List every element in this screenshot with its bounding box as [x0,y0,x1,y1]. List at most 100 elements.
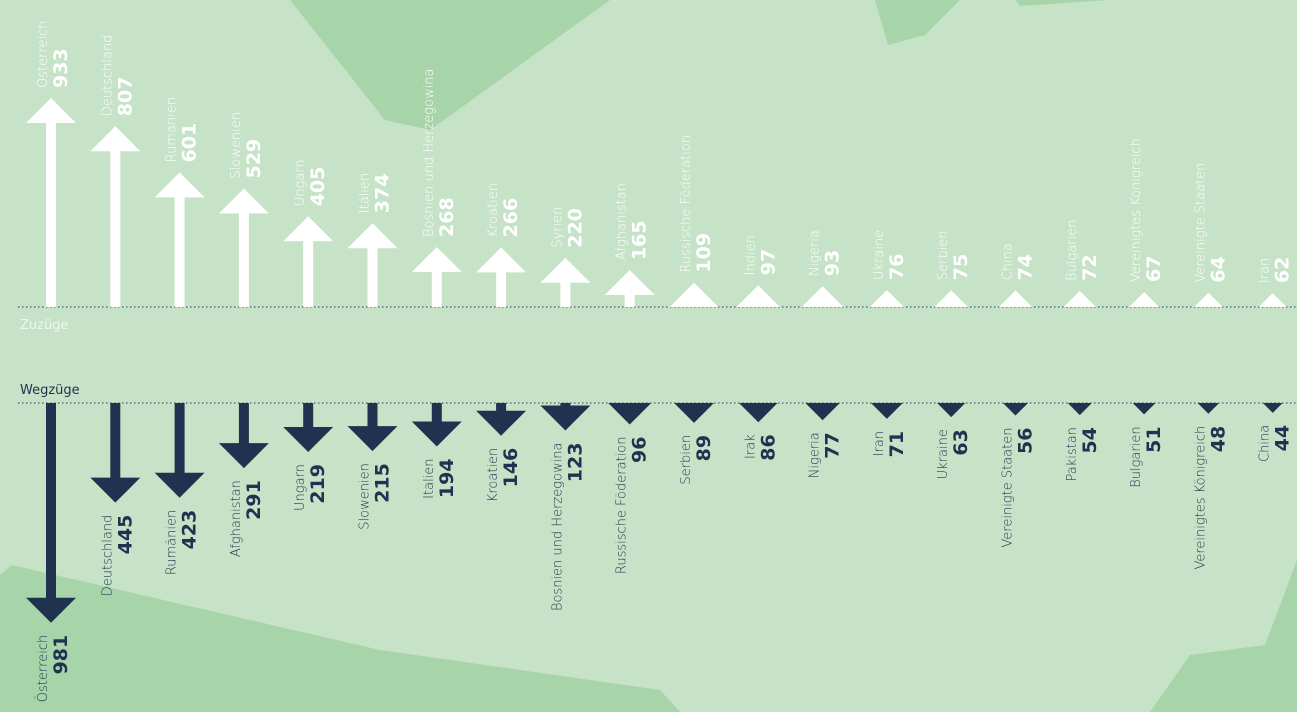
value-label: 194 [436,458,458,498]
value-label: 76 [886,254,908,280]
arrow [347,403,398,452]
series-label: Zuzüge [20,318,68,333]
category-label: Russische Föderation [615,437,630,575]
value-label: 445 [114,515,136,555]
value-label: 64 [1207,256,1229,282]
arrow [870,403,903,419]
value-label: 266 [500,198,522,238]
arrow [26,98,76,307]
arrow [411,246,462,307]
category-label: Bulgarien [1065,220,1080,281]
arrow [805,403,840,421]
arrow [218,403,269,469]
series-label: Wegzüge [20,383,80,398]
value-label: 51 [1143,426,1165,452]
category-label: Rumänien [165,510,180,575]
category-label: Slowenien [358,463,373,530]
category-label: Afghanistan [615,183,630,260]
arrow [411,403,462,447]
arrow [1129,291,1160,307]
category-label: Ukraine [936,429,951,479]
value-label: 109 [693,233,715,273]
arrow [1067,403,1092,416]
arrow [283,403,334,453]
arrow [1197,403,1220,414]
category-label: Russische Föderation [679,135,694,273]
category-label: Serbien [936,230,951,280]
category-label: Rumänien [165,97,180,162]
land [875,0,960,45]
category-label: Irak [743,434,758,459]
arrow [218,188,269,307]
land [290,0,610,130]
arrow [26,403,76,623]
arrow [674,403,714,423]
arrow [604,270,655,307]
value-label: 72 [1079,254,1101,280]
arrow [937,403,966,418]
category-label: Iran [1258,258,1273,283]
land [1150,560,1297,712]
value-label: 56 [1015,428,1037,454]
category-label: Afghanistan [229,480,244,557]
category-label: Vereinigte Staaten [1193,163,1208,283]
category-label: Kroatien [486,448,501,502]
category-label: Vereinigte Staaten [1001,428,1016,548]
value-label: 74 [1015,254,1037,280]
value-label: 807 [114,77,136,117]
category-label: Österreich [35,635,51,703]
arrow [90,126,141,307]
arrow [347,223,398,307]
value-label: 220 [564,208,586,248]
value-label: 981 [50,635,72,675]
arrow [1002,403,1029,416]
arrow [669,282,719,307]
value-label: 62 [1272,257,1294,283]
value-label: 215 [372,463,394,503]
value-label: 423 [179,510,201,550]
value-label: 71 [886,431,908,457]
arrow [869,289,904,307]
value-label: 529 [243,139,265,179]
value-label: 165 [629,220,651,260]
value-label: 75 [950,254,972,280]
value-label: 63 [950,429,972,455]
arrow [1258,293,1287,307]
value-label: 268 [436,197,458,237]
category-label: China [1258,425,1273,462]
arrow [1132,403,1156,415]
value-label: 77 [822,432,844,458]
category-label: Nigeria [808,432,823,478]
arrows [26,98,1287,307]
category-label: Deutschland [100,35,115,117]
value-label: 123 [564,443,586,483]
land [1015,0,1110,6]
value-label: 933 [50,48,72,88]
category-label: Iran [872,431,887,456]
arrow [1194,292,1223,307]
value-label: 405 [307,167,329,207]
arrow [283,216,334,307]
arrow [801,286,844,307]
category-label: Ungarn [293,464,308,511]
value-label: 219 [307,464,329,504]
value-label: 96 [629,437,651,463]
category-label: Syrien [550,207,565,248]
arrow [476,403,527,436]
category-label: Indien [743,235,758,275]
arrow [540,257,591,307]
value-label: 44 [1272,425,1294,451]
category-label: Slowenien [229,112,244,179]
category-label: Kroatien [486,183,501,237]
category-label: Serbien [679,435,694,485]
arrow [540,403,591,431]
value-label: 374 [372,174,394,214]
category-label: Ukraine [872,230,887,280]
category-label: Ungarn [293,159,308,206]
arrow [736,285,781,307]
arrows [26,403,1283,623]
value-label: 97 [757,249,779,275]
value-label: 601 [179,123,201,163]
